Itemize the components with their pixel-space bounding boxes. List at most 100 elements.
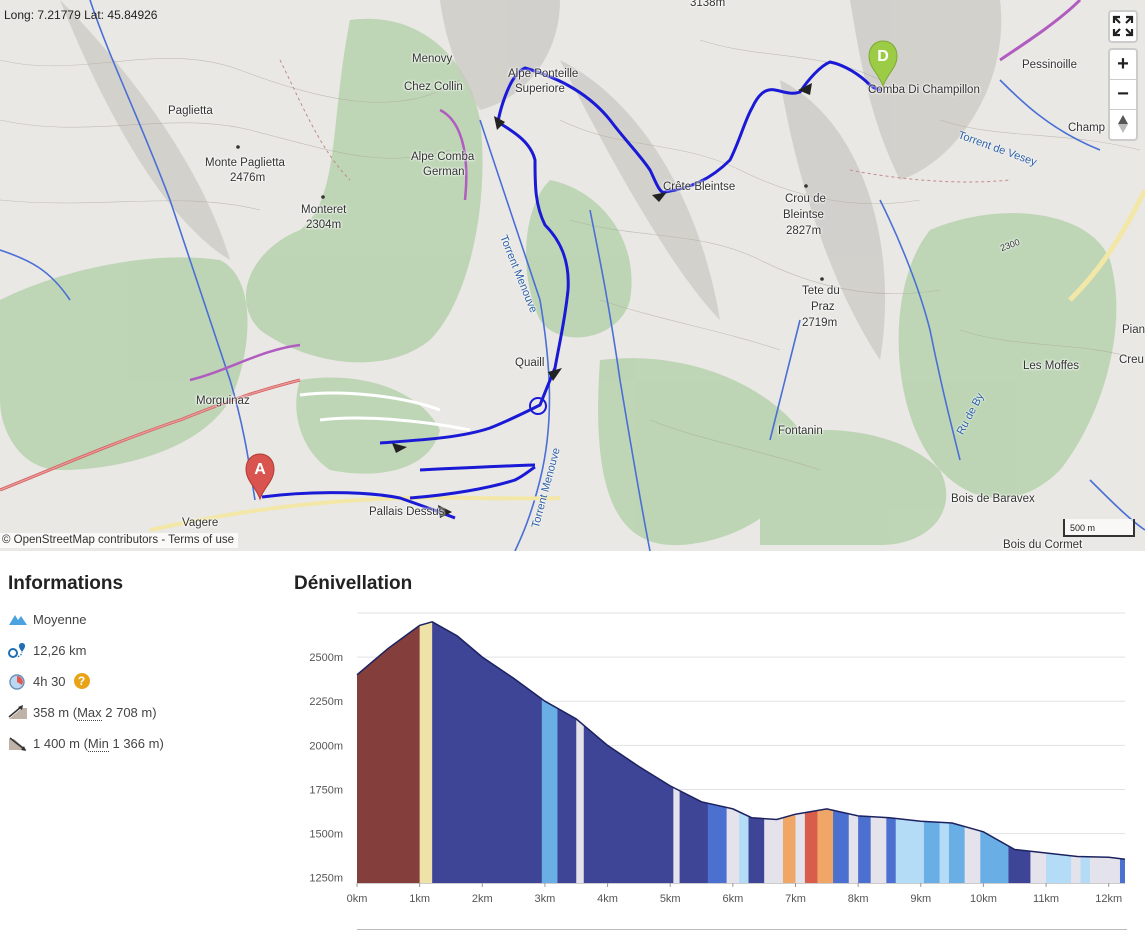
zoom-control: + − [1108,48,1138,141]
start-marker[interactable]: A [244,453,276,501]
mountain-icon [9,615,27,625]
slope-segment [1008,621,1031,883]
route-distance-icon [8,643,26,658]
difficulty-value: Moyenne [33,611,87,627]
slope-segment [980,621,1009,883]
place-label: Comba Di Champillon [868,84,980,96]
elevation-chart[interactable]: 1250m 1500m 1750m 2000m 2250m 2500m 0km 1km 2km… [290,600,1140,910]
x-tick-label: 0km [347,893,368,905]
place-label: Pian [1122,324,1145,336]
place-label: Superiore [515,83,565,95]
x-tick-label: 10km [970,893,997,905]
slope-segment [726,621,740,883]
slope-segment [964,621,981,883]
map-attribution: © OpenStreetMap contributors - Terms of … [0,533,238,548]
slope-segment [833,621,850,883]
map-view[interactable]: Long: 7.21779 Lat: 45.84926 Menovy Chez … [0,0,1145,551]
start-marker-label: A [254,461,266,478]
help-icon[interactable]: ? [73,673,90,689]
place-label: Quaill [515,357,545,369]
stopwatch-icon [9,674,25,690]
peak-label: Crou de [785,193,826,205]
peak-elevation: 2476m [230,172,266,184]
min-label: Min [87,735,109,752]
slope-segment [583,621,674,883]
fullscreen-control[interactable] [1108,10,1138,43]
slope-segment [1046,621,1072,883]
peak-elevation: 3138m [690,0,726,9]
place-label: Champ [1068,122,1106,134]
slope-segment [895,621,925,883]
descent-value: 1 400 m (Min 1 366 m) [33,735,164,752]
place-label: Chez Collin [404,81,463,93]
x-tick-label: 3km [535,893,556,905]
place-label: Morguinaz [196,395,250,407]
ascent-row: 358 m (Max 2 708 m) [8,703,157,721]
place-label: Paglietta [168,105,213,117]
cursor-coordinates: Long: 7.21779 Lat: 45.84926 [4,8,158,22]
y-tick-label: 2500m [309,652,343,664]
distance-row: 12,26 km [8,641,86,659]
slope-segment [679,621,709,883]
descent-row: 1 400 m (Min 1 366 m) [8,734,164,752]
slope-segment [357,621,421,883]
peak-elevation: 2719m [802,317,838,329]
north-button[interactable] [1110,109,1136,139]
y-tick-label: 2000m [309,740,343,752]
slope-segment [795,621,806,883]
difficulty-row: Moyenne [8,610,86,628]
y-tick-label: 1250m [309,873,343,885]
map-scale: 500 m [1063,519,1135,537]
ascent-icon [8,705,27,719]
x-tick-label: 4km [597,893,618,905]
peak-label: Monte Paglietta [205,157,285,169]
slope-segment [1080,621,1091,883]
slope-segment [739,621,749,883]
peak-elevation: 2827m [786,225,822,237]
ascent-value: 358 m (Max 2 708 m) [33,704,157,721]
map-terrain [0,0,1145,551]
end-marker[interactable]: D [867,40,899,88]
y-tick-label: 1750m [309,784,343,796]
place-label: Bois du Cormet [1003,539,1083,551]
peak-label: Tete du [802,285,840,297]
terms-link[interactable]: Terms of use [168,534,234,546]
y-tick-label: 1500m [309,829,343,841]
slope-segment [948,621,966,883]
slope-segment [782,621,796,883]
place-label: Les Moffes [1023,360,1080,372]
place-label: Pessinoille [1022,59,1077,71]
osm-link[interactable]: OpenStreetMap contributors [13,534,159,546]
x-tick-label: 7km [785,893,806,905]
slope-segment [748,621,765,883]
place-label: Alpe Comba [411,151,475,163]
slope-segment [923,621,940,883]
slope-segment [557,621,577,883]
descent-icon [9,737,27,751]
slope-segment [764,621,784,883]
slope-segment [541,621,558,883]
slope-segment [576,621,585,883]
place-label: Pallais Dessus [369,506,445,518]
slope-segment [939,621,950,883]
divider [357,929,1127,930]
fullscreen-button[interactable] [1110,12,1136,41]
elevation-title: Dénivellation [294,573,413,594]
place-label: Menovy [412,53,453,65]
y-tick-label: 2250m [309,696,343,708]
slope-segment [432,621,543,883]
place-label: Fontanin [778,425,823,437]
x-tick-label: 11km [1033,893,1059,905]
x-tick-label: 9km [910,893,931,905]
x-tick-label: 5km [660,893,681,905]
slope-segment [419,621,433,883]
max-label: Max [77,704,102,721]
zoom-out-button[interactable]: − [1110,79,1136,109]
slope-segment [1119,621,1125,883]
duration-row: 4h 30 ? [8,672,90,690]
place-label: Crête Bleintse [663,181,736,193]
x-tick-label: 1km [409,893,430,905]
zoom-in-button[interactable]: + [1117,53,1129,75]
peak-label: Monteret [301,204,347,216]
slope-segment [1030,621,1047,883]
